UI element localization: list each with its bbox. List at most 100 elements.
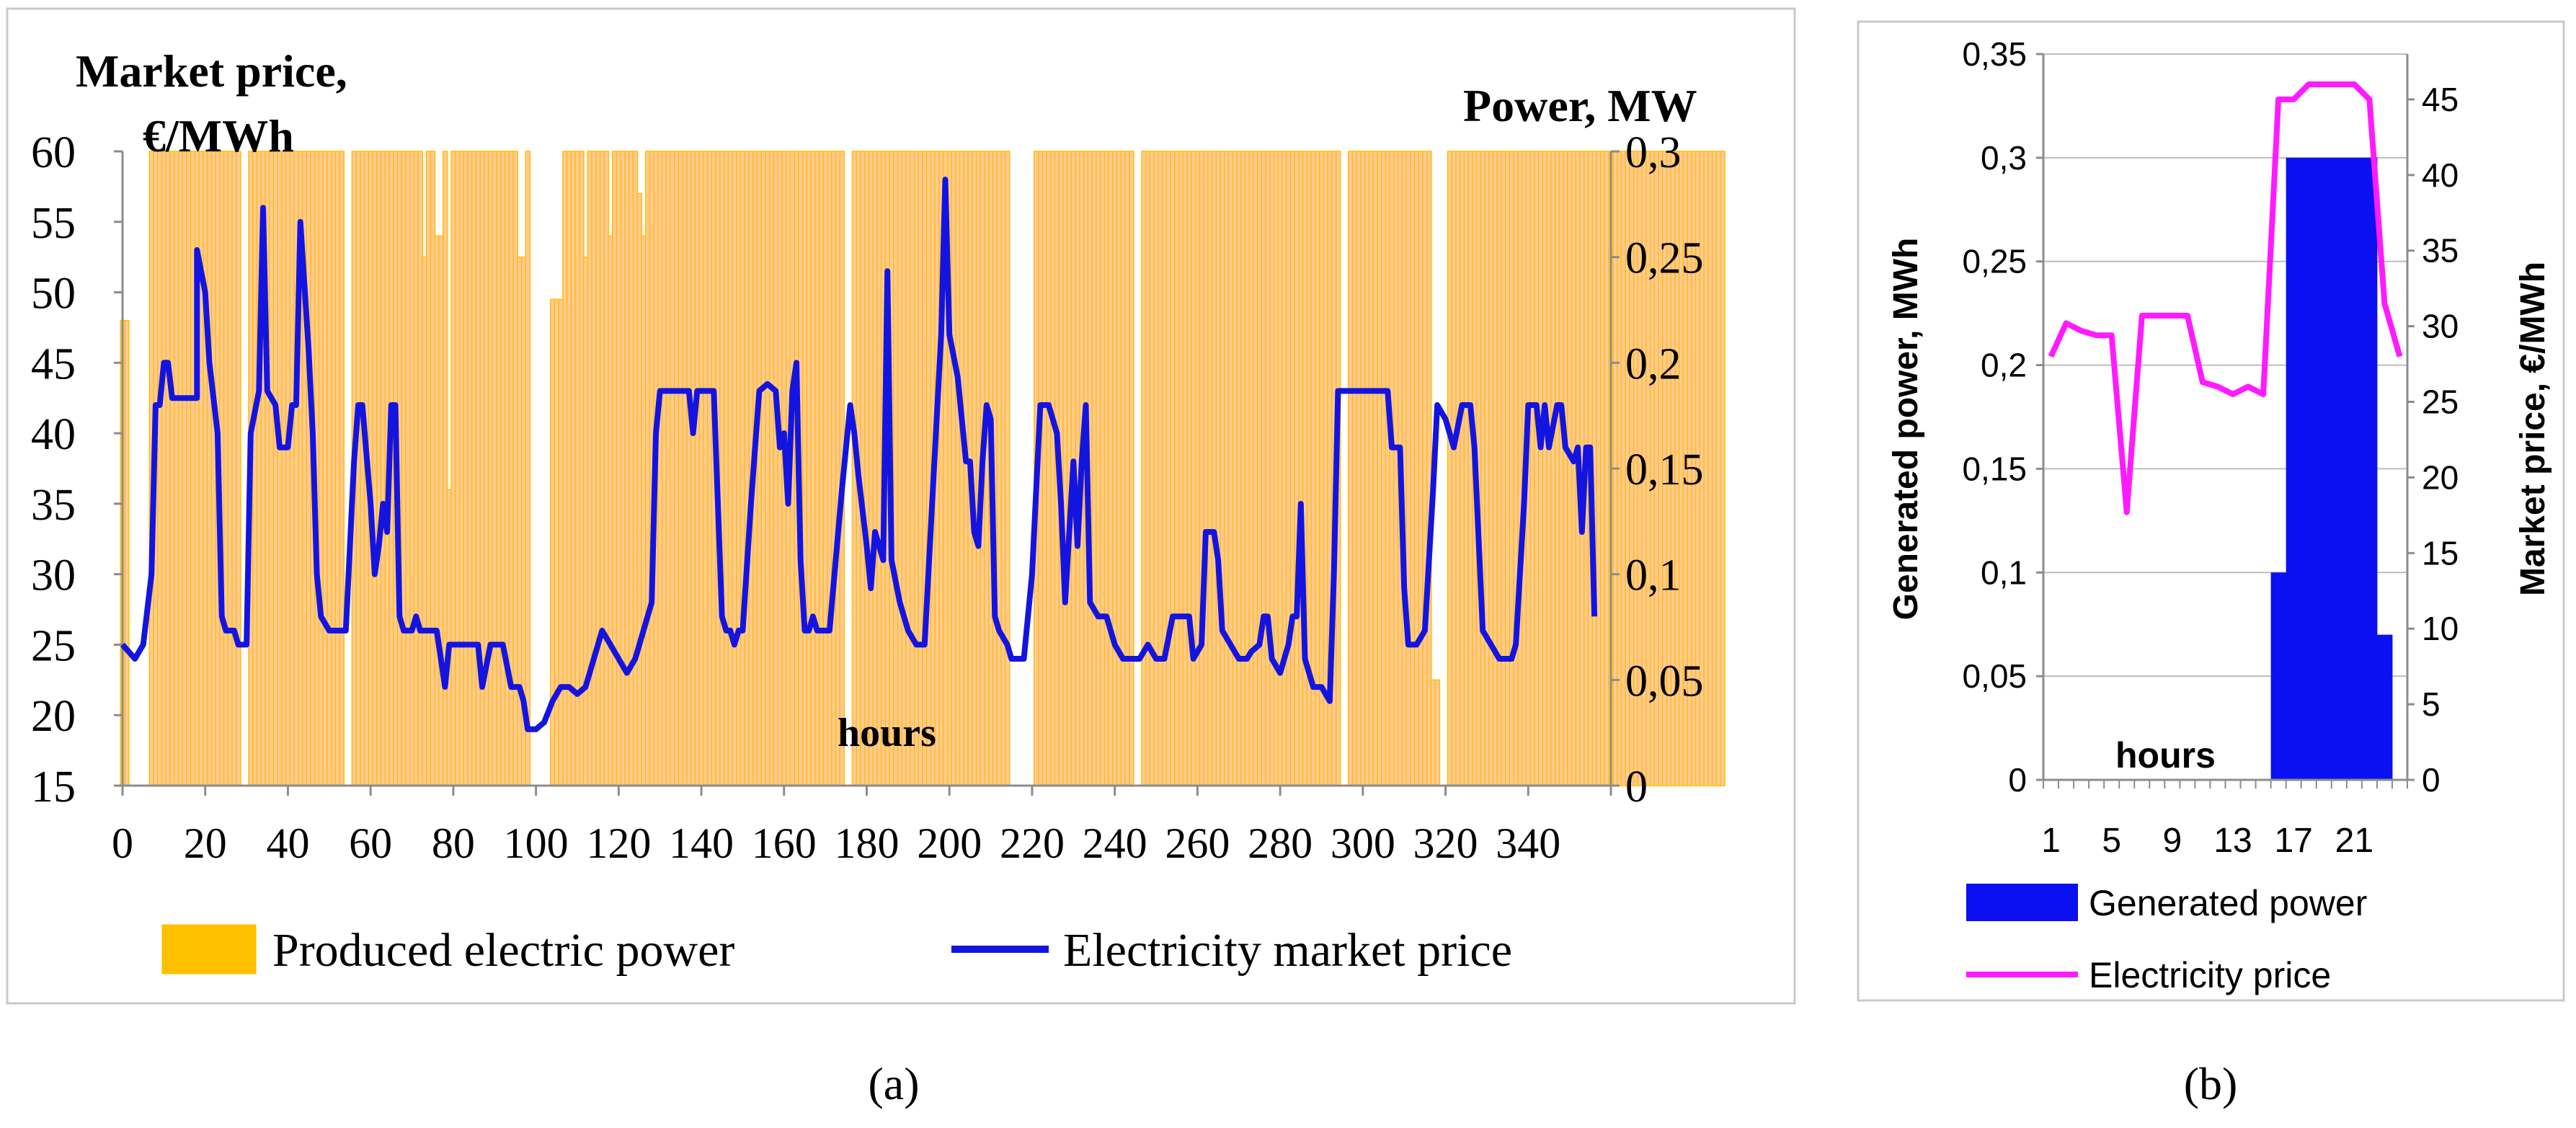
- axes-a: [114, 150, 1620, 796]
- generated-power-bar: [2301, 157, 2317, 780]
- price-line: [120, 177, 1598, 732]
- caption-a: (a): [868, 1058, 919, 1109]
- x-tick-label-b: 13: [2213, 822, 2252, 860]
- generated-power-bar: [2316, 157, 2332, 780]
- x-tick-label: 200: [917, 820, 982, 867]
- x-tick-label: 160: [752, 820, 817, 867]
- y-right-tick-label-b: 5: [2422, 685, 2440, 723]
- panel-a: Market price, €/MWh Power, MW hours 15 20…: [6, 7, 1796, 1005]
- x-tick-label: 0: [112, 820, 133, 867]
- y-left-tick-label-b: 0,05: [1962, 657, 2027, 695]
- y-right-tick-label-b: 10: [2422, 610, 2459, 647]
- y-right-tick-label: 0,15: [1625, 445, 1704, 494]
- y-left-tick-label: 35: [31, 481, 76, 530]
- power-bar: [124, 319, 130, 786]
- y-right-tick-label-b: 15: [2422, 534, 2459, 572]
- legend-price-label: Electricity market price: [1063, 924, 1512, 977]
- x-tick-labels-b: 1 5 9 13 17 21: [2041, 822, 2373, 860]
- generated-power-bars: [2270, 157, 2393, 780]
- x-tick-label-b: 1: [2041, 822, 2061, 860]
- x-tick-label: 220: [1000, 820, 1065, 867]
- right-tick-labels-b: 0 5 10 15 20 25 30 35 40 45: [2422, 81, 2459, 799]
- x-tick-label: 100: [504, 820, 569, 867]
- x-tick-label: 60: [349, 820, 392, 867]
- y-left-tick-label: 50: [31, 270, 76, 319]
- y-right-tick-label: 0,05: [1625, 657, 1704, 706]
- right-axis-title-b: Market price, €/MWh: [2514, 262, 2552, 596]
- axes-b: [2036, 53, 2415, 789]
- y-left-tick-label-b: 0,2: [1981, 347, 2027, 384]
- legend-generated-label: Generated power: [2089, 883, 2367, 923]
- power-bar: [1720, 151, 1726, 786]
- y-left-tick-label: 60: [31, 128, 76, 177]
- y-left-tick-label-b: 0: [2008, 761, 2027, 799]
- y-left-tick-label: 15: [31, 763, 76, 812]
- generated-power-bar: [2376, 634, 2393, 780]
- y-right-tick-label: 0,2: [1625, 339, 1682, 388]
- y-right-tick-label: 0: [1625, 763, 1648, 812]
- x-axis-title: hours: [838, 711, 936, 755]
- y-right-tick-label-b: 20: [2422, 458, 2459, 496]
- x-tick-label: 260: [1165, 820, 1230, 867]
- left-tick-labels-b: 0 0,05 0,1 0,15 0,2 0,25 0,3 0,35: [1962, 35, 2027, 799]
- y-left-tick-label: 45: [31, 339, 76, 388]
- y-left-tick-label: 40: [31, 410, 76, 459]
- x-tick-label: 180: [835, 820, 900, 867]
- y-right-tick-label-b: 35: [2422, 232, 2459, 270]
- generated-power-bar: [2270, 572, 2287, 780]
- x-tick-label: 240: [1083, 820, 1147, 867]
- y-left-tick-label-b: 0,15: [1962, 450, 2027, 487]
- legend-power-label: Produced electric power: [272, 924, 734, 977]
- y-left-tick-label: 55: [31, 199, 76, 248]
- left-axis-title: Market price,: [76, 45, 347, 97]
- legend-price-label-b: Electricity price: [2089, 955, 2331, 995]
- y-right-tick-label-b: 40: [2422, 156, 2459, 194]
- x-tick-label: 80: [432, 820, 475, 867]
- x-tick-label: 300: [1331, 820, 1395, 867]
- x-tick-label: 120: [586, 820, 651, 867]
- x-tick-label-b: 21: [2335, 822, 2373, 860]
- left-tick-labels: 15 20 25 30 35 40 45 50 55 60: [31, 128, 76, 812]
- y-right-tick-label-b: 30: [2422, 308, 2459, 345]
- power-bar: [339, 151, 345, 786]
- x-tick-label: 140: [669, 820, 734, 867]
- power-bar: [1434, 679, 1441, 786]
- x-tick-labels: 0 20 40 60 80 100 120 140 160 180 200 220 240 260 280 3…: [112, 820, 1560, 867]
- y-right-tick-label: 0,3: [1625, 128, 1682, 177]
- legend-generated-swatch: [1966, 884, 2078, 921]
- y-left-tick-label-b: 0,35: [1962, 35, 2027, 73]
- y-left-tick-label: 30: [31, 551, 76, 600]
- x-tick-label-b: 5: [2102, 822, 2121, 860]
- x-tick-label: 20: [184, 820, 227, 867]
- x-tick-label: 40: [266, 820, 309, 867]
- x-tick-label: 320: [1413, 820, 1478, 867]
- y-left-tick-label-b: 0,25: [1962, 243, 2027, 280]
- x-tick-label-b: 17: [2274, 822, 2312, 860]
- caption-b: (b): [2184, 1058, 2238, 1109]
- generated-power-bar: [2346, 157, 2363, 780]
- x-tick-label: 280: [1248, 820, 1313, 867]
- y-right-tick-label-b: 25: [2422, 383, 2459, 421]
- electricity-price-line: [2048, 81, 2403, 515]
- right-axis-title: Power, MW: [1463, 80, 1697, 131]
- legend-a: Produced electric power Electricity mark…: [161, 924, 1512, 977]
- power-bar: [235, 151, 241, 786]
- y-right-tick-label-b: 0: [2422, 761, 2440, 799]
- y-left-tick-label-b: 0,3: [1981, 139, 2027, 177]
- left-axis-title-b: Generated power, MWh: [1887, 238, 1925, 621]
- x-axis-title-b: hours: [2115, 735, 2216, 776]
- x-tick-label: 340: [1496, 820, 1560, 867]
- y-left-tick-label: 25: [31, 621, 76, 670]
- power-bar: [525, 151, 531, 786]
- y-right-tick-label: 0,1: [1625, 551, 1682, 600]
- generated-power-bar: [2331, 157, 2348, 780]
- panel-b: 00,050,10,150,20,250,30,35 0510152025303…: [1857, 20, 2565, 1002]
- right-tick-labels: 0 0,05 0,1 0,15 0,2 0,25 0,3: [1625, 128, 1704, 812]
- left-axis-unit: €/MWh: [143, 110, 294, 161]
- power-bar: [1004, 151, 1011, 786]
- panel-b-frame: [1857, 20, 2565, 1002]
- y-left-tick-label: 20: [31, 692, 76, 741]
- legend-power-swatch: [161, 924, 257, 974]
- legend-b: Generated power Electricity price: [1966, 883, 2367, 995]
- y-right-tick-label: 0,25: [1625, 234, 1704, 283]
